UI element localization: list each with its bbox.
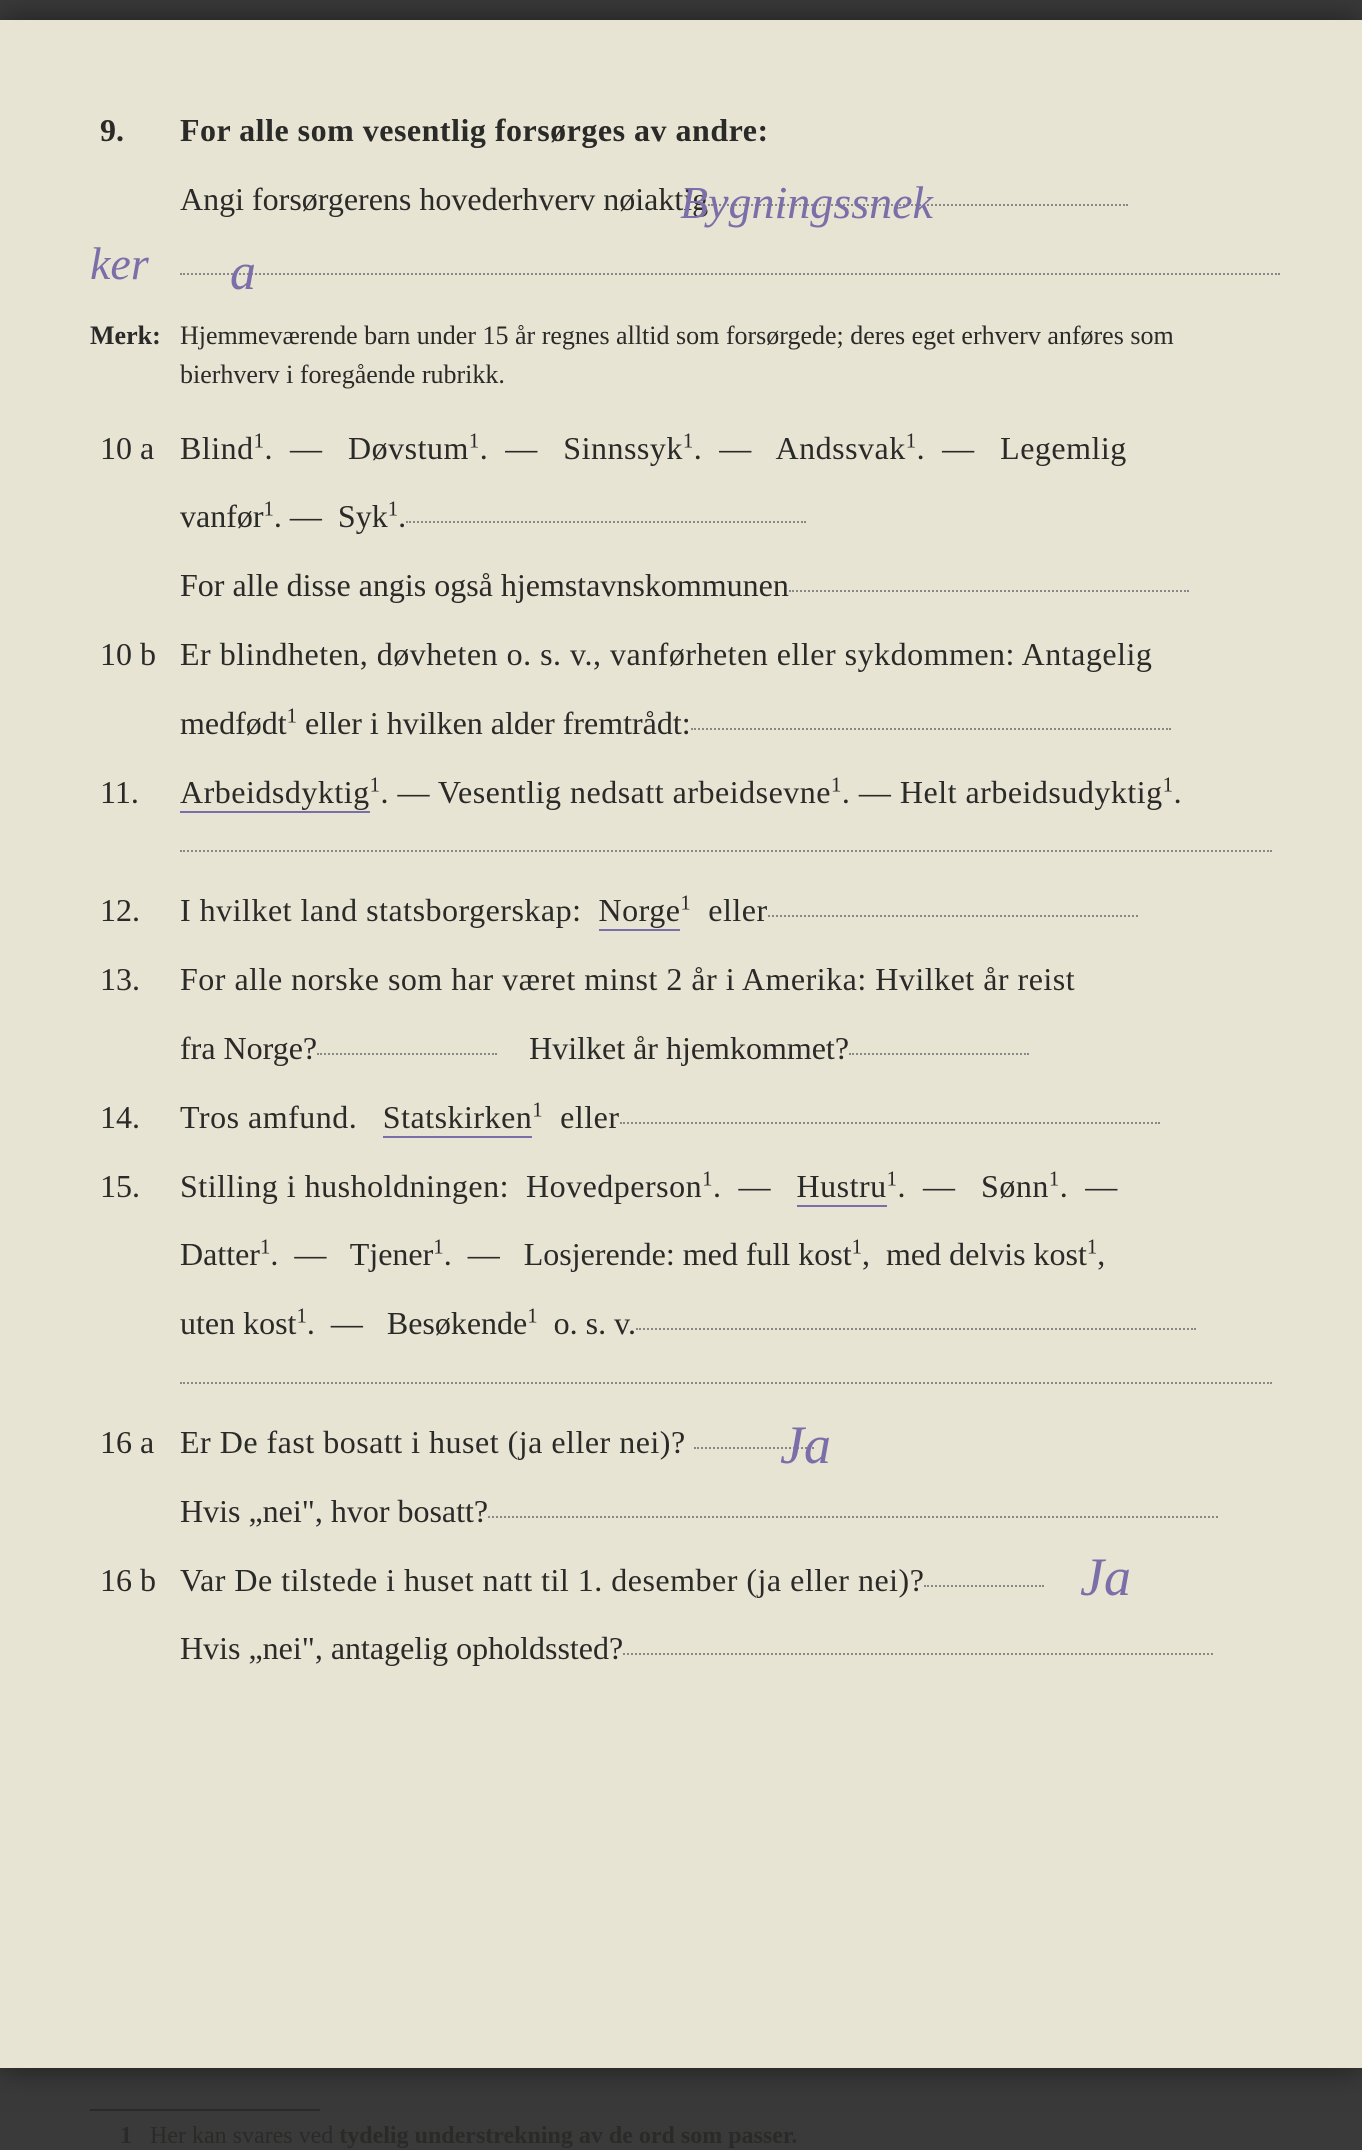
question-13-row: 13. For alle norske som har været minst …	[90, 949, 1272, 1010]
q10a-line2: vanfør1. — Syk1.	[90, 486, 1272, 547]
q13-content: For alle norske som har været minst 2 år…	[180, 949, 1272, 1010]
q12-underlined: Norge	[599, 892, 681, 931]
q9-heading: For alle som vesentlig forsørges av andr…	[180, 100, 1272, 161]
footnote-text-bold: tydelig understrekning av de ord som pas…	[339, 2123, 797, 2149]
q15-p8: Besøkende	[387, 1305, 527, 1341]
q12-suffix: eller	[708, 892, 767, 928]
question-9-heading-row: 9. For alle som vesentlig forsørges av a…	[90, 100, 1272, 161]
q11-content: Arbeidsdyktig1. — Vesentlig nedsatt arbe…	[180, 762, 1272, 823]
q15-p4: Tjener	[350, 1236, 434, 1272]
question-16b-row: 16 b Var De tilstede i huset natt til 1.…	[90, 1550, 1272, 1611]
footnote-number: 1	[120, 2123, 132, 2149]
q10a-p1: Døvstum	[348, 430, 469, 466]
q15-p1: Hustru	[797, 1168, 887, 1207]
q10a-line3: For alle disse angis også hjemstavnskomm…	[90, 555, 1272, 616]
q12-content: I hvilket land statsborgerskap: Norge1 e…	[180, 880, 1272, 941]
q16b-content: Var De tilstede i huset natt til 1. dese…	[180, 1550, 1272, 1611]
q16b-l2-text: Hvis „nei", antagelig opholdssted?	[180, 1630, 623, 1666]
q10b-line2: medfødt1 eller i hvilken alder fremtrådt…	[90, 693, 1272, 754]
q14-prefix: Tros amfund.	[180, 1099, 357, 1135]
q16a-content: Er De fast bosatt i huset (ja eller nei)…	[180, 1412, 1272, 1473]
q9-handwritten-1: Bygningssnek	[680, 159, 933, 246]
q10a-number: 10 a	[90, 418, 180, 479]
q10a-l3-text: For alle disse angis også hjemstavnskomm…	[180, 567, 789, 603]
q10a-p0: Blind	[180, 430, 254, 466]
footnote-divider	[90, 2109, 320, 2111]
q13-l2a: fra Norge?	[180, 1030, 317, 1066]
merk-label: Merk:	[90, 321, 180, 351]
q14-number: 14.	[90, 1087, 180, 1148]
q14-content: Tros amfund. Statskirken1 eller	[180, 1087, 1272, 1148]
q13-line2: fra Norge? Hvilket år hjemkommet?	[90, 1018, 1272, 1079]
q12-number: 12.	[90, 880, 180, 941]
question-10b-row: 10 b Er blindheten, døvheten o. s. v., v…	[90, 624, 1272, 685]
q15-prefix: Stilling i husholdningen:	[180, 1168, 509, 1204]
footnote-text-a: Her kan svares ved	[150, 2123, 333, 2149]
document-page: 9. For alle som vesentlig forsørges av a…	[0, 20, 1362, 2068]
divider-2	[180, 1382, 1272, 1384]
q11-p2: Helt arbeidsudyktig	[900, 774, 1163, 810]
q15-number: 15.	[90, 1156, 180, 1217]
q11-number: 11.	[90, 762, 180, 823]
q16b-line2: Hvis „nei", antagelig opholdssted?	[90, 1618, 1272, 1679]
q15-p0: Hovedperson	[526, 1168, 702, 1204]
merk-row: Merk: Hjemmeværende barn under 15 år reg…	[90, 316, 1272, 394]
q15-p6: med delvis kost	[886, 1236, 1087, 1272]
q14-suffix: eller	[560, 1099, 619, 1135]
q16a-text: Er De fast bosatt i huset (ja eller nei)…	[180, 1424, 686, 1460]
q10b-number: 10 b	[90, 624, 180, 685]
q15-line3: uten kost1. — Besøkende1 o. s. v.	[90, 1293, 1272, 1354]
q11-p0: Arbeidsdyktig	[180, 774, 370, 813]
q14-underlined: Statskirken	[383, 1099, 532, 1138]
q15-p2: Sønn	[981, 1168, 1049, 1204]
q16a-l2-text: Hvis „nei", hvor bosatt?	[180, 1493, 488, 1529]
q15-p3: Datter	[180, 1236, 260, 1272]
q15-line2: Datter1. — Tjener1. — Losjerende: med fu…	[90, 1224, 1272, 1285]
q9-number: 9.	[90, 100, 180, 161]
q9-line2: ker a	[90, 238, 1272, 298]
q15-suffix: o. s. v.	[554, 1305, 636, 1341]
footnote: 1 Her kan svares ved tydelig understrekn…	[90, 2123, 1272, 2150]
q13-l2b: Hvilket år hjemkommet?	[529, 1030, 849, 1066]
q10a-p2: Sinnssyk	[563, 430, 683, 466]
q16b-text: Var De tilstede i huset natt til 1. dese…	[180, 1562, 924, 1598]
q10a-p3: Andssvak	[776, 430, 906, 466]
question-15-row: 15. Stilling i husholdningen: Hovedperso…	[90, 1156, 1272, 1217]
q10a-content: Blind1. — Døvstum1. — Sinnssyk1. — Andss…	[180, 418, 1272, 479]
question-11-row: 11. Arbeidsdyktig1. — Vesentlig nedsatt …	[90, 762, 1272, 823]
q10b-content: Er blindheten, døvheten o. s. v., vanfør…	[180, 624, 1272, 685]
q16b-number: 16 b	[90, 1550, 180, 1611]
q12-prefix: I hvilket land statsborgerskap:	[180, 892, 582, 928]
q16a-line2: Hvis „nei", hvor bosatt?	[90, 1481, 1272, 1542]
q15-p7: uten kost	[180, 1305, 296, 1341]
q10a-l2p1: Syk	[338, 498, 388, 534]
question-12-row: 12. I hvilket land statsborgerskap: Norg…	[90, 880, 1272, 941]
question-10a-row: 10 a Blind1. — Døvstum1. — Sinnssyk1. — …	[90, 418, 1272, 479]
q9-handwritten-2: ker	[90, 220, 149, 307]
q9-line1-text: Angi forsørgerens hovederhverv nøiaktig	[180, 181, 708, 217]
q15-content: Stilling i husholdningen: Hovedperson1. …	[180, 1156, 1272, 1217]
q10a-l2p0: vanfør	[180, 498, 264, 534]
q16a-number: 16 a	[90, 1412, 180, 1473]
divider-1	[180, 850, 1272, 852]
q11-p1: Vesentlig nedsatt arbeidsevne	[438, 774, 831, 810]
q15-p5: Losjerende: med full kost	[524, 1236, 852, 1272]
q9-line1: Angi forsørgerens hovederhverv nøiaktig …	[90, 169, 1272, 230]
q10a-p4: Legemlig	[1000, 430, 1127, 466]
q13-number: 13.	[90, 949, 180, 1010]
question-16a-row: 16 a Er De fast bosatt i huset (ja eller…	[90, 1412, 1272, 1473]
question-14-row: 14. Tros amfund. Statskirken1 eller	[90, 1087, 1272, 1148]
merk-text: Hjemmeværende barn under 15 år regnes al…	[180, 316, 1272, 394]
